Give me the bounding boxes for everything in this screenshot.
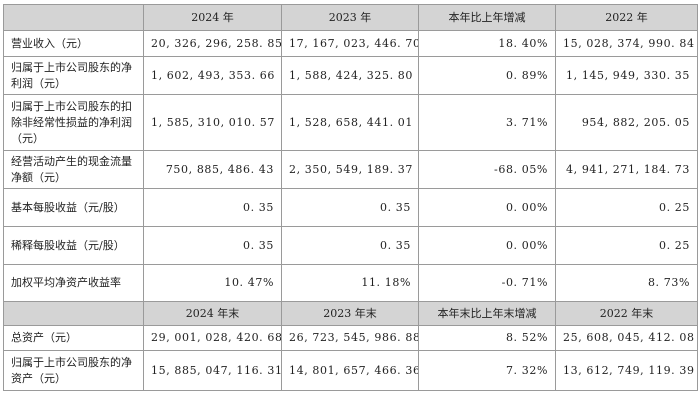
cell-value: 15, 885, 047, 116. 31 — [143, 350, 282, 391]
header-cell-yoy-change: 本年比上年增减 — [418, 4, 556, 31]
cell-value: 14, 801, 657, 466. 36 — [281, 350, 419, 391]
row-label: 归属于上市公司股东的扣除非经常性损益的净利润（元） — [3, 94, 144, 151]
cell-value: 8. 73% — [555, 264, 698, 302]
cell-change: 7. 32% — [418, 350, 556, 391]
financial-summary-table-container: 2024 年 2023 年 本年比上年增减 2022 年 营业收入（元） 20,… — [3, 4, 698, 406]
cell-value: 0. 25 — [555, 188, 698, 227]
header-cell-yoy-end-change: 本年末比上年末增减 — [418, 301, 556, 326]
cell-value: 10. 47% — [143, 264, 282, 302]
header-cell-2023: 2023 年 — [281, 4, 419, 31]
row-label: 经营活动产生的现金流量净额（元） — [3, 150, 144, 189]
cell-value: 0. 35 — [143, 226, 282, 265]
cell-value: 0. 35 — [143, 188, 282, 227]
financial-summary-table: 2024 年 2023 年 本年比上年增减 2022 年 营业收入（元） 20,… — [3, 4, 698, 391]
table-row-operating-cash-flow: 经营活动产生的现金流量净额（元） 750, 885, 486. 43 2, 35… — [3, 150, 698, 189]
header-cell-2022: 2022 年 — [555, 4, 698, 31]
table-row-net-assets: 归属于上市公司股东的净资产（元） 15, 885, 047, 116. 31 1… — [3, 350, 698, 391]
cell-change: 18. 40% — [418, 30, 556, 57]
cell-value: 0. 35 — [281, 226, 419, 265]
header-cell-2024: 2024 年 — [143, 4, 282, 31]
header-corner-cell — [3, 301, 144, 326]
cell-change: 3. 71% — [418, 94, 556, 151]
table-row-weighted-roe: 加权平均净资产收益率 10. 47% 11. 18% -0. 71% 8. 73… — [3, 264, 698, 302]
cell-change: 8. 52% — [418, 325, 556, 351]
cell-value: 954, 882, 205. 05 — [555, 94, 698, 151]
cell-value: 17, 167, 023, 446. 70 — [281, 30, 419, 57]
header-cell-2022-end: 2022 年末 — [555, 301, 698, 326]
row-label: 总资产（元） — [3, 325, 144, 351]
cell-value: 26, 723, 545, 986. 88 — [281, 325, 419, 351]
cell-value: 0. 25 — [555, 226, 698, 265]
cell-value: 25, 608, 045, 412. 08 — [555, 325, 698, 351]
cell-value: 4, 941, 271, 184. 73 — [555, 150, 698, 189]
cell-value: 1, 602, 493, 353. 66 — [143, 56, 282, 95]
row-label: 归属于上市公司股东的净利润（元） — [3, 56, 144, 95]
table-row-diluted-eps: 稀释每股收益（元/股） 0. 35 0. 35 0. 00% 0. 25 — [3, 226, 698, 265]
header-row-year-end: 2024 年末 2023 年末 本年末比上年末增减 2022 年末 — [3, 301, 698, 326]
cell-value: 1, 145, 949, 330. 35 — [555, 56, 698, 95]
row-label: 加权平均净资产收益率 — [3, 264, 144, 302]
table-row-revenue: 营业收入（元） 20, 326, 296, 258. 85 17, 167, 0… — [3, 30, 698, 57]
cell-change: -68. 05% — [418, 150, 556, 189]
table-row-basic-eps: 基本每股收益（元/股） 0. 35 0. 35 0. 00% 0. 25 — [3, 188, 698, 227]
cell-value: 11. 18% — [281, 264, 419, 302]
cell-change: 0. 89% — [418, 56, 556, 95]
header-cell-2024-end: 2024 年末 — [143, 301, 282, 326]
row-label: 归属于上市公司股东的净资产（元） — [3, 350, 144, 391]
header-row-annual: 2024 年 2023 年 本年比上年增减 2022 年 — [3, 4, 698, 31]
row-label: 稀释每股收益（元/股） — [3, 226, 144, 265]
header-corner-cell — [3, 4, 144, 31]
cell-value: 750, 885, 486. 43 — [143, 150, 282, 189]
cell-value: 0. 35 — [281, 188, 419, 227]
cell-value: 29, 001, 028, 420. 68 — [143, 325, 282, 351]
table-row-total-assets: 总资产（元） 29, 001, 028, 420. 68 26, 723, 54… — [3, 325, 698, 351]
cell-value: 1, 528, 658, 441. 01 — [281, 94, 419, 151]
table-row-net-profit-excl-nonrecurring: 归属于上市公司股东的扣除非经常性损益的净利润（元） 1, 585, 310, 0… — [3, 94, 698, 151]
table-row-net-profit: 归属于上市公司股东的净利润（元） 1, 602, 493, 353. 66 1,… — [3, 56, 698, 95]
cell-change: 0. 00% — [418, 226, 556, 265]
cell-value: 2, 350, 549, 189. 37 — [281, 150, 419, 189]
row-label: 营业收入（元） — [3, 30, 144, 57]
row-label: 基本每股收益（元/股） — [3, 188, 144, 227]
header-cell-2023-end: 2023 年末 — [281, 301, 419, 326]
cell-value: 20, 326, 296, 258. 85 — [143, 30, 282, 57]
cell-value: 1, 588, 424, 325. 80 — [281, 56, 419, 95]
cell-value: 15, 028, 374, 990. 84 — [555, 30, 698, 57]
cell-change: -0. 71% — [418, 264, 556, 302]
cell-value: 1, 585, 310, 010. 57 — [143, 94, 282, 151]
cell-value: 13, 612, 749, 119. 39 — [555, 350, 698, 391]
cell-change: 0. 00% — [418, 188, 556, 227]
